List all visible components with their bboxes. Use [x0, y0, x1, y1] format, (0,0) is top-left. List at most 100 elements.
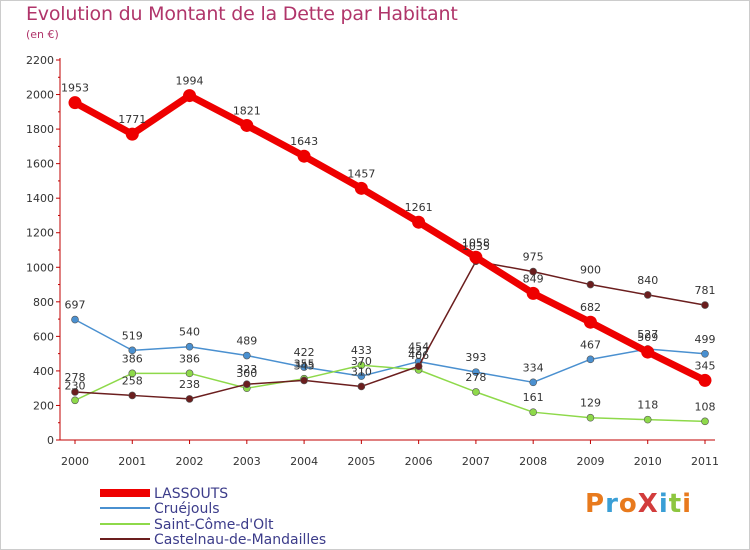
- data-label: 310: [351, 365, 372, 378]
- x-tick-label: 2007: [462, 455, 490, 468]
- data-point: [185, 395, 194, 403]
- data-label: 509: [637, 331, 658, 344]
- data-label: 427: [408, 345, 429, 358]
- series-line-3: [74, 260, 706, 400]
- y-tick-label: 1600: [26, 158, 54, 171]
- data-label: 161: [523, 391, 544, 404]
- data-label: 422: [294, 346, 315, 359]
- x-tick-label: 2001: [118, 455, 146, 468]
- x-tick-label: 2009: [576, 455, 604, 468]
- data-point: [412, 215, 426, 229]
- legend-label: Cruéjouls: [154, 501, 220, 517]
- data-label: 1058: [462, 236, 490, 249]
- data-label: 849: [523, 272, 544, 285]
- chart-subtitle: (en €): [26, 28, 59, 41]
- data-point: [641, 345, 655, 359]
- data-point: [529, 408, 537, 416]
- data-point: [71, 396, 79, 405]
- x-tick-label: 2004: [290, 455, 318, 468]
- data-point: [357, 372, 366, 380]
- data-label: 697: [65, 299, 86, 312]
- data-label: 406: [408, 349, 429, 362]
- data-label: 129: [580, 397, 601, 410]
- data-point: [183, 89, 197, 103]
- logo-letter: X: [637, 489, 659, 519]
- data-point: [125, 127, 139, 141]
- data-point: [472, 388, 480, 396]
- data-point: [472, 368, 480, 376]
- data-point: [240, 118, 254, 132]
- data-label: 334: [523, 361, 544, 374]
- data-label: 238: [179, 378, 200, 391]
- legend-label: LASSOUTS: [154, 486, 228, 502]
- data-point: [71, 315, 79, 324]
- data-label: 1261: [405, 201, 433, 214]
- data-label: 1821: [233, 104, 261, 117]
- logo-letter: i: [658, 489, 669, 519]
- series-line-2: [74, 364, 706, 423]
- data-label: 781: [695, 284, 716, 297]
- y-tick-label: 2200: [26, 54, 54, 67]
- data-point: [529, 267, 537, 276]
- data-label: 230: [65, 379, 86, 392]
- data-point: [357, 382, 366, 391]
- data-point: [586, 280, 595, 289]
- data-point: [297, 149, 311, 163]
- data-label: 386: [122, 352, 143, 365]
- data-point: [701, 301, 709, 309]
- y-tick-label: 1200: [26, 227, 54, 240]
- data-point: [185, 342, 194, 351]
- data-label: 258: [122, 374, 143, 387]
- data-point: [128, 346, 137, 355]
- data-label: 527: [637, 328, 658, 341]
- data-label: 108: [695, 400, 716, 413]
- series-line-0: [71, 92, 709, 384]
- data-point: [643, 291, 652, 299]
- data-point: [300, 363, 308, 371]
- data-label: 499: [695, 333, 716, 346]
- data-label: 278: [465, 371, 486, 384]
- data-label: 467: [580, 338, 601, 351]
- data-point: [357, 361, 366, 370]
- data-label: 370: [351, 355, 372, 368]
- data-point: [71, 388, 79, 396]
- data-label: 454: [408, 341, 429, 354]
- data-label: 278: [65, 371, 86, 384]
- logo-letter: i: [682, 489, 693, 519]
- series-line-1: [74, 318, 706, 384]
- data-label: 118: [637, 399, 658, 412]
- data-point: [643, 415, 652, 424]
- data-point: [529, 378, 537, 387]
- data-label: 323: [236, 363, 257, 376]
- y-tick-label: 1400: [26, 192, 54, 205]
- data-label: 840: [637, 274, 658, 287]
- x-tick-label: 2005: [347, 455, 375, 468]
- data-label: 900: [580, 264, 601, 277]
- x-tick-label: 2011: [691, 455, 719, 468]
- data-label: 345: [294, 359, 315, 372]
- x-tick-label: 2002: [176, 455, 204, 468]
- logo-letter: r: [605, 489, 619, 519]
- data-label: 1035: [462, 240, 490, 253]
- data-point: [698, 373, 712, 387]
- data-label: 386: [179, 352, 200, 365]
- y-tick-label: 400: [33, 365, 54, 378]
- x-tick-label: 2008: [519, 455, 547, 468]
- data-point: [701, 350, 709, 358]
- y-tick-label: 2000: [26, 89, 54, 102]
- data-label: 393: [465, 351, 486, 364]
- logo-letter: o: [618, 489, 638, 519]
- data-label: 682: [580, 301, 601, 314]
- data-label: 489: [236, 335, 257, 348]
- data-label: 975: [523, 251, 544, 264]
- y-tick-label: 600: [33, 330, 54, 343]
- data-label: 540: [179, 326, 200, 339]
- data-point: [300, 376, 308, 385]
- data-point: [128, 391, 137, 400]
- data-point: [414, 362, 423, 371]
- y-tick-label: 1000: [26, 261, 54, 274]
- legend-label: Saint-Côme-d'Olt: [154, 517, 274, 533]
- data-point: [583, 315, 597, 329]
- logo-letter: t: [668, 489, 683, 519]
